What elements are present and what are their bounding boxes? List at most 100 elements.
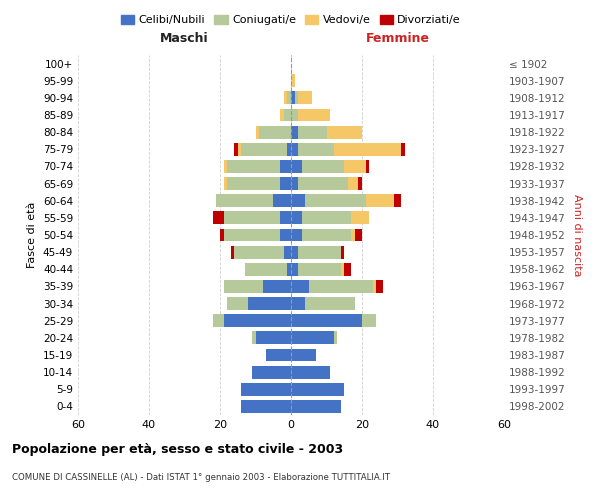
Bar [358, 177, 362, 190]
Bar [291, 126, 298, 138]
Bar [284, 108, 291, 122]
Bar [280, 212, 291, 224]
Bar [227, 177, 280, 190]
Bar [291, 332, 334, 344]
Bar [291, 280, 309, 293]
Bar [224, 314, 291, 327]
Text: Femmine: Femmine [365, 32, 430, 44]
Bar [373, 280, 376, 293]
Bar [230, 246, 234, 258]
Bar [280, 228, 291, 241]
Bar [291, 194, 305, 207]
Bar [224, 160, 227, 173]
Bar [309, 280, 373, 293]
Bar [348, 177, 358, 190]
Bar [284, 246, 291, 258]
Bar [302, 212, 352, 224]
Bar [224, 177, 227, 190]
Bar [241, 143, 287, 156]
Bar [401, 143, 404, 156]
Bar [298, 263, 341, 276]
Bar [291, 400, 341, 413]
Bar [334, 143, 401, 156]
Bar [224, 280, 263, 293]
Bar [280, 160, 291, 173]
Bar [227, 160, 280, 173]
Bar [227, 297, 248, 310]
Bar [291, 177, 298, 190]
Bar [280, 108, 284, 122]
Bar [241, 400, 291, 413]
Bar [341, 246, 344, 258]
Bar [334, 332, 337, 344]
Text: Maschi: Maschi [160, 32, 209, 44]
Text: COMUNE DI CASSINELLE (AL) - Dati ISTAT 1° gennaio 2003 - Elaborazione TUTTITALIA: COMUNE DI CASSINELLE (AL) - Dati ISTAT 1… [12, 472, 390, 482]
Bar [298, 126, 326, 138]
Bar [326, 126, 362, 138]
Bar [291, 92, 295, 104]
Bar [298, 92, 313, 104]
Bar [365, 194, 394, 207]
Bar [344, 160, 365, 173]
Bar [394, 194, 401, 207]
Bar [287, 263, 291, 276]
Bar [256, 332, 291, 344]
Bar [291, 297, 305, 310]
Bar [365, 160, 369, 173]
Bar [305, 194, 365, 207]
Bar [352, 212, 369, 224]
Bar [302, 228, 352, 241]
Bar [376, 280, 383, 293]
Bar [305, 297, 355, 310]
Bar [291, 348, 316, 362]
Bar [213, 314, 224, 327]
Bar [291, 228, 302, 241]
Bar [298, 246, 341, 258]
Bar [273, 194, 291, 207]
Y-axis label: Fasce di età: Fasce di età [28, 202, 37, 268]
Bar [291, 314, 362, 327]
Bar [287, 92, 291, 104]
Bar [298, 143, 334, 156]
Bar [241, 383, 291, 396]
Legend: Celibi/Nubili, Coniugati/e, Vedovi/e, Divorziati/e: Celibi/Nubili, Coniugati/e, Vedovi/e, Di… [116, 10, 466, 29]
Bar [291, 263, 298, 276]
Bar [252, 332, 256, 344]
Bar [248, 297, 291, 310]
Bar [362, 314, 376, 327]
Bar [238, 143, 241, 156]
Bar [234, 246, 284, 258]
Bar [291, 108, 298, 122]
Bar [266, 348, 291, 362]
Bar [291, 212, 302, 224]
Text: Popolazione per età, sesso e stato civile - 2003: Popolazione per età, sesso e stato civil… [12, 442, 343, 456]
Bar [302, 160, 344, 173]
Bar [245, 263, 287, 276]
Bar [291, 143, 298, 156]
Bar [287, 143, 291, 156]
Bar [252, 366, 291, 378]
Bar [352, 228, 355, 241]
Bar [234, 143, 238, 156]
Bar [220, 228, 224, 241]
Bar [291, 383, 344, 396]
Bar [295, 92, 298, 104]
Bar [291, 246, 298, 258]
Bar [263, 280, 291, 293]
Bar [298, 177, 348, 190]
Bar [224, 212, 280, 224]
Bar [298, 108, 330, 122]
Bar [355, 228, 362, 241]
Bar [344, 263, 352, 276]
Bar [284, 92, 287, 104]
Bar [256, 126, 259, 138]
Bar [224, 228, 280, 241]
Bar [259, 126, 291, 138]
Bar [280, 177, 291, 190]
Bar [291, 74, 295, 87]
Bar [213, 212, 224, 224]
Bar [217, 194, 273, 207]
Bar [291, 160, 302, 173]
Bar [291, 366, 330, 378]
Bar [341, 263, 344, 276]
